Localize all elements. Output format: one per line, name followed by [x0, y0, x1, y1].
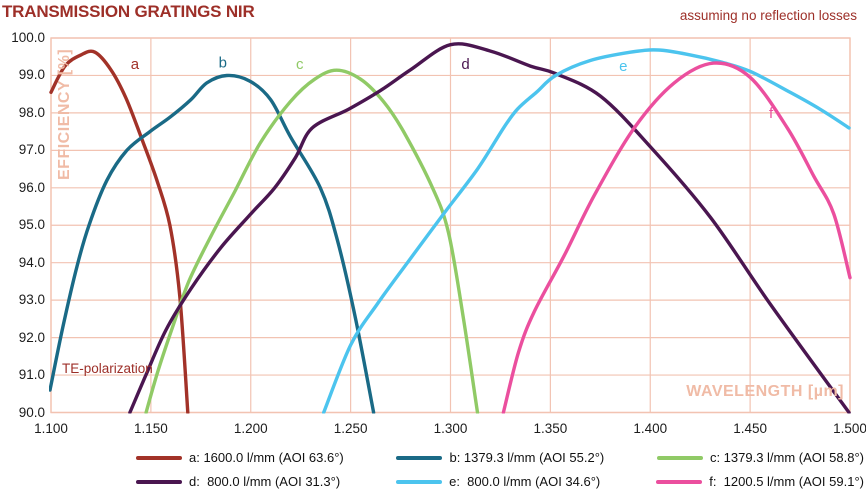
legend-swatch-d [136, 479, 182, 484]
x-tick-1.450: 1.450 [733, 421, 768, 436]
curve-letter-b: b [219, 54, 227, 71]
x-tick-1.350: 1.350 [533, 421, 568, 436]
y-tick-93.0: 93.0 [18, 292, 45, 308]
legend: a: 1600.0 l/mm (AOI 63.6°) b: 1379.3 l/mm… [136, 450, 864, 498]
legend-swatch-a [136, 455, 182, 460]
y-tick-95.0: 95.0 [18, 217, 45, 233]
x-axis-ticks: 1.100 1.150 1.200 1.250 1.300 1.350 1.400 1.450… [0, 421, 866, 439]
legend-item-a: a: 1600.0 l/mm (AOI 63.6°) [136, 450, 344, 465]
x-axis-title: WAVELENGTH [µm] [686, 383, 844, 400]
y-tick-96.0: 96.0 [18, 179, 45, 195]
legend-swatch-e [396, 479, 443, 484]
legend-label-b: b: 1379.3 l/mm (AOI 55.2°) [449, 450, 605, 465]
curve-letter-c: c [296, 56, 304, 73]
legend-label-c: c: 1379.3 l/mm (AOI 58.8°) [709, 450, 864, 465]
legend-label-f: f: 1200.5 l/mm (AOI 59.1°) [709, 474, 864, 489]
legend-row-1: a: 1600.0 l/mm (AOI 63.6°) b: 1379.3 l/mm… [136, 450, 864, 465]
legend-label-d: d: 800.0 l/mm (AOI 31.3°) [189, 474, 341, 489]
page-title: TRANSMISSION GRATINGS NIR [2, 2, 255, 21]
curve-c [144, 68, 480, 414]
x-tick-1.400: 1.400 [633, 421, 668, 436]
polarization-note: TE-polarization [62, 361, 153, 376]
x-tick-1.150: 1.150 [133, 421, 168, 436]
legend-row-2: d: 800.0 l/mm (AOI 31.3°) e: 800.0 l/mm (… [136, 474, 864, 489]
y-tick-90.0: 90.0 [18, 404, 45, 420]
y-tick-98.0: 98.0 [18, 104, 45, 120]
legend-label-a: a: 1600.0 l/mm (AOI 63.6°) [189, 450, 344, 465]
y-tick-94.0: 94.0 [18, 254, 45, 270]
x-tick-1.250: 1.250 [333, 421, 368, 436]
annotation-note: assuming no reflection losses [679, 8, 857, 23]
y-tick-99.0: 99.0 [18, 67, 45, 83]
curve-letter-e: e [619, 58, 627, 75]
legend-item-f: f: 1200.5 l/mm (AOI 59.1°) [656, 474, 864, 489]
legend-item-b: b: 1379.3 l/mm (AOI 55.2°) [396, 450, 604, 465]
legend-label-e: e: 800.0 l/mm (AOI 34.6°) [449, 474, 601, 489]
curve-letter-a: a [131, 56, 140, 73]
x-tick-1.100: 1.100 [34, 421, 68, 436]
legend-item-e: e: 800.0 l/mm (AOI 34.6°) [396, 474, 600, 489]
curve-a [49, 49, 190, 414]
x-tick-1.500: 1.500 [833, 421, 866, 436]
legend-item-d: d: 800.0 l/mm (AOI 31.3°) [136, 474, 340, 489]
curve-d [128, 42, 851, 414]
y-axis-ticks: 100.0 99.0 98.0 97.0 96.0 95.0 94.0 93.0 92.0 91.… [0, 0, 45, 420]
y-tick-97.0: 97.0 [18, 142, 45, 158]
legend-swatch-f [656, 479, 703, 484]
legend-swatch-b [396, 455, 443, 460]
plot-border [50, 37, 851, 414]
curve-b [49, 73, 376, 414]
y-tick-92.0: 92.0 [18, 329, 45, 345]
curve-letter-f: f [769, 105, 774, 122]
x-tick-1.300: 1.300 [433, 421, 468, 436]
curve-f [501, 61, 852, 414]
legend-item-c: c: 1379.3 l/mm (AOI 58.8°) [656, 450, 864, 465]
y-axis-title: EFFICIENCY [%] [56, 48, 73, 180]
y-tick-100.0: 100.0 [11, 30, 45, 45]
legend-swatch-c [656, 455, 703, 460]
curve-e [322, 48, 851, 414]
y-tick-91.0: 91.0 [18, 367, 45, 383]
x-tick-1.200: 1.200 [233, 421, 268, 436]
curve-letter-d: d [461, 56, 469, 73]
